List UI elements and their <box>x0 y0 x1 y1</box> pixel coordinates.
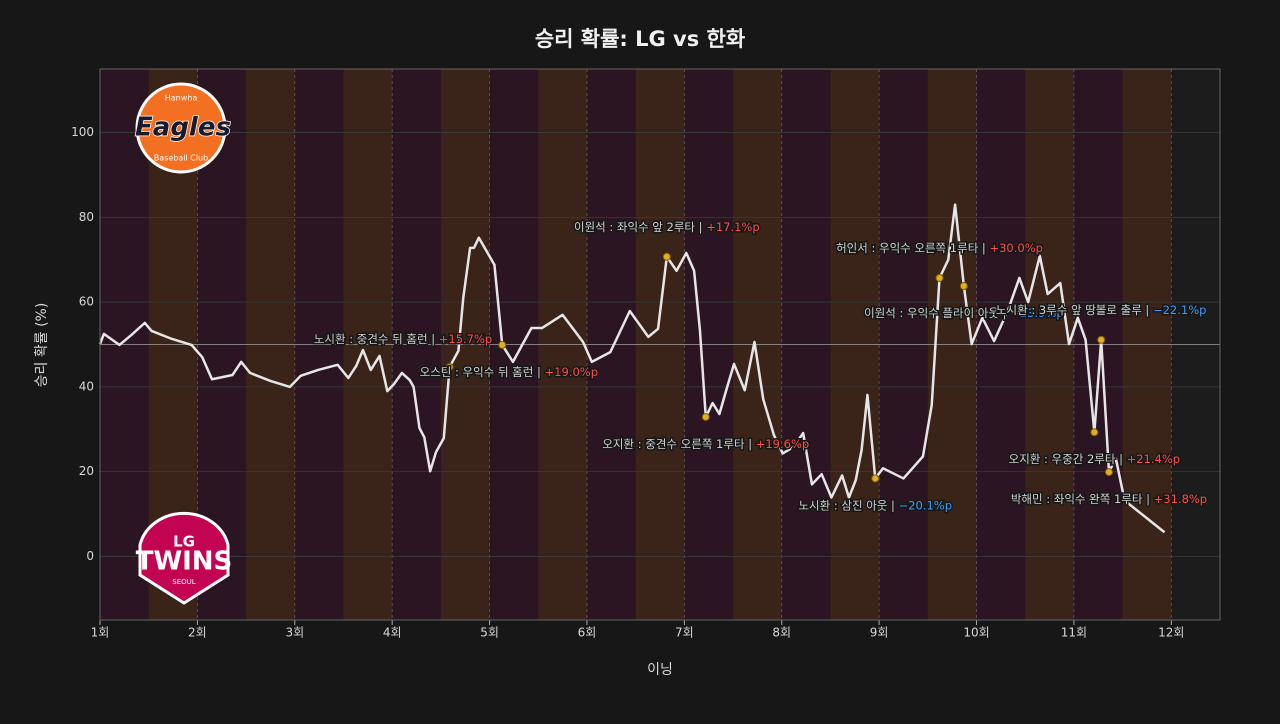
annotation-text: 박해민 : 좌익수 완쪽 1루타 | <box>1011 492 1154 506</box>
annotation: 박해민 : 좌익수 완쪽 1루타 | +31.8%p <box>1011 492 1207 506</box>
annotation-delta: +19.6%p <box>756 436 809 450</box>
x-tick-label: 10회 <box>963 626 989 640</box>
annotation: 오스틴 : 우익수 뒤 홈런 | +19.0%p <box>420 364 598 378</box>
annotation-text: 노시환 : 3루수 앞 땅볼로 출루 | <box>996 302 1153 316</box>
annotation-delta: −23.9%p <box>1010 306 1063 320</box>
x-tick-label: 6회 <box>578 626 597 640</box>
x-tick-label: 3회 <box>285 626 304 640</box>
key-event-marker <box>445 362 454 371</box>
chart-title: 승리 확률: LG vs 한화 <box>535 27 746 51</box>
x-tick-label: 5회 <box>480 626 499 640</box>
annotation-delta: +15.7%p <box>439 331 492 345</box>
x-tick-label: 4회 <box>383 626 402 640</box>
key-event-marker <box>662 252 671 261</box>
key-event-marker <box>935 273 944 282</box>
logo-text: LG <box>173 533 195 551</box>
annotation-text: 오지환 : 중견수 오른쪽 1루타 | <box>602 436 755 450</box>
annotation-delta: +31.8%p <box>1154 492 1207 506</box>
annotation-delta: +17.1%p <box>706 219 759 233</box>
x-tick-label: 12회 <box>1158 626 1184 640</box>
y-tick-label: 80 <box>79 210 94 224</box>
x-tick-label: 11회 <box>1061 626 1087 640</box>
logo-text: Eagles <box>135 113 231 143</box>
annotation: 노시환 : 중견수 뒤 홈런 | +15.7%p <box>314 331 492 345</box>
hanwha-logo: Hanwha Eagles Baseball Club <box>134 82 232 174</box>
key-event-marker <box>871 474 880 483</box>
annotation: 노시환 : 삼진 아웃 | −20.1%p <box>798 498 952 512</box>
annotation-text: 노시환 : 삼진 아웃 | <box>798 498 898 512</box>
logo-circle <box>135 82 227 174</box>
annotation-delta: +30.0%p <box>989 240 1042 254</box>
x-tick-label: 2회 <box>188 626 207 640</box>
annotation: 이원석 : 우익수 플라이 아웃 | −23.9%p <box>864 306 1064 320</box>
annotation: 허인서 : 우익수 오른쪽 1루타 | +30.0%p <box>836 240 1043 254</box>
annotation-text: 노시환 : 중견수 뒤 홈런 | <box>314 331 439 345</box>
annotation-delta: −22.1%p <box>1153 302 1206 316</box>
key-event-marker <box>498 340 507 349</box>
y-axis-label: 승리 확률 (%) <box>34 303 50 388</box>
y-tick-label: 60 <box>79 295 94 309</box>
x-tick-label: 9회 <box>870 626 889 640</box>
annotation-text: 이원석 : 좌익수 앞 2루타 | <box>574 219 706 233</box>
annotation: 이원석 : 좌익수 앞 2루타 | +17.1%p <box>574 219 760 233</box>
key-event-marker <box>1097 335 1106 344</box>
annotation-delta: −20.1%p <box>899 498 952 512</box>
key-event-marker <box>1090 428 1099 437</box>
key-event-marker <box>1104 468 1113 477</box>
plot-border <box>99 68 1221 621</box>
lg-logo: LG TWINS SEOUL <box>136 511 233 605</box>
x-tick-label: 8회 <box>772 626 791 640</box>
annotation-delta: +21.4%p <box>1127 452 1180 466</box>
logo-text: SEOUL <box>172 578 195 586</box>
x-axis-label: 이닝 <box>647 662 673 678</box>
y-tick-label: 0 <box>86 549 94 563</box>
annotation-text: 오스틴 : 우익수 뒤 홈런 | <box>420 364 545 378</box>
annotation: 오지환 : 우중간 2루타 | +21.4%p <box>1009 452 1180 466</box>
annotation-delta: +19.0%p <box>545 364 598 378</box>
y-tick-label: 20 <box>79 464 94 478</box>
x-tick-label: 1회 <box>91 626 110 640</box>
key-event-marker <box>701 412 710 421</box>
y-tick-label: 40 <box>79 379 94 393</box>
x-tick-label: 7회 <box>675 626 694 640</box>
annotation-text: 오지환 : 우중간 2루타 | <box>1009 452 1127 466</box>
annotation-text: 허인서 : 우익수 오른쪽 1루타 | <box>836 240 989 254</box>
annotation: 오지환 : 중견수 오른쪽 1루타 | +19.6%p <box>602 436 809 450</box>
annotation-text: 이원석 : 우익수 플라이 아웃 | <box>864 306 1010 320</box>
key-event-marker <box>959 282 968 291</box>
logo-text: Hanwha <box>165 94 198 103</box>
logo-text: Baseball Club <box>154 154 208 163</box>
logo-text: TWINS <box>136 547 233 577</box>
logo-shape <box>138 511 230 605</box>
annotation: 노시환 : 3루수 앞 땅볼로 출루 | −22.1%p <box>996 302 1207 316</box>
y-tick-label: 100 <box>71 125 94 139</box>
